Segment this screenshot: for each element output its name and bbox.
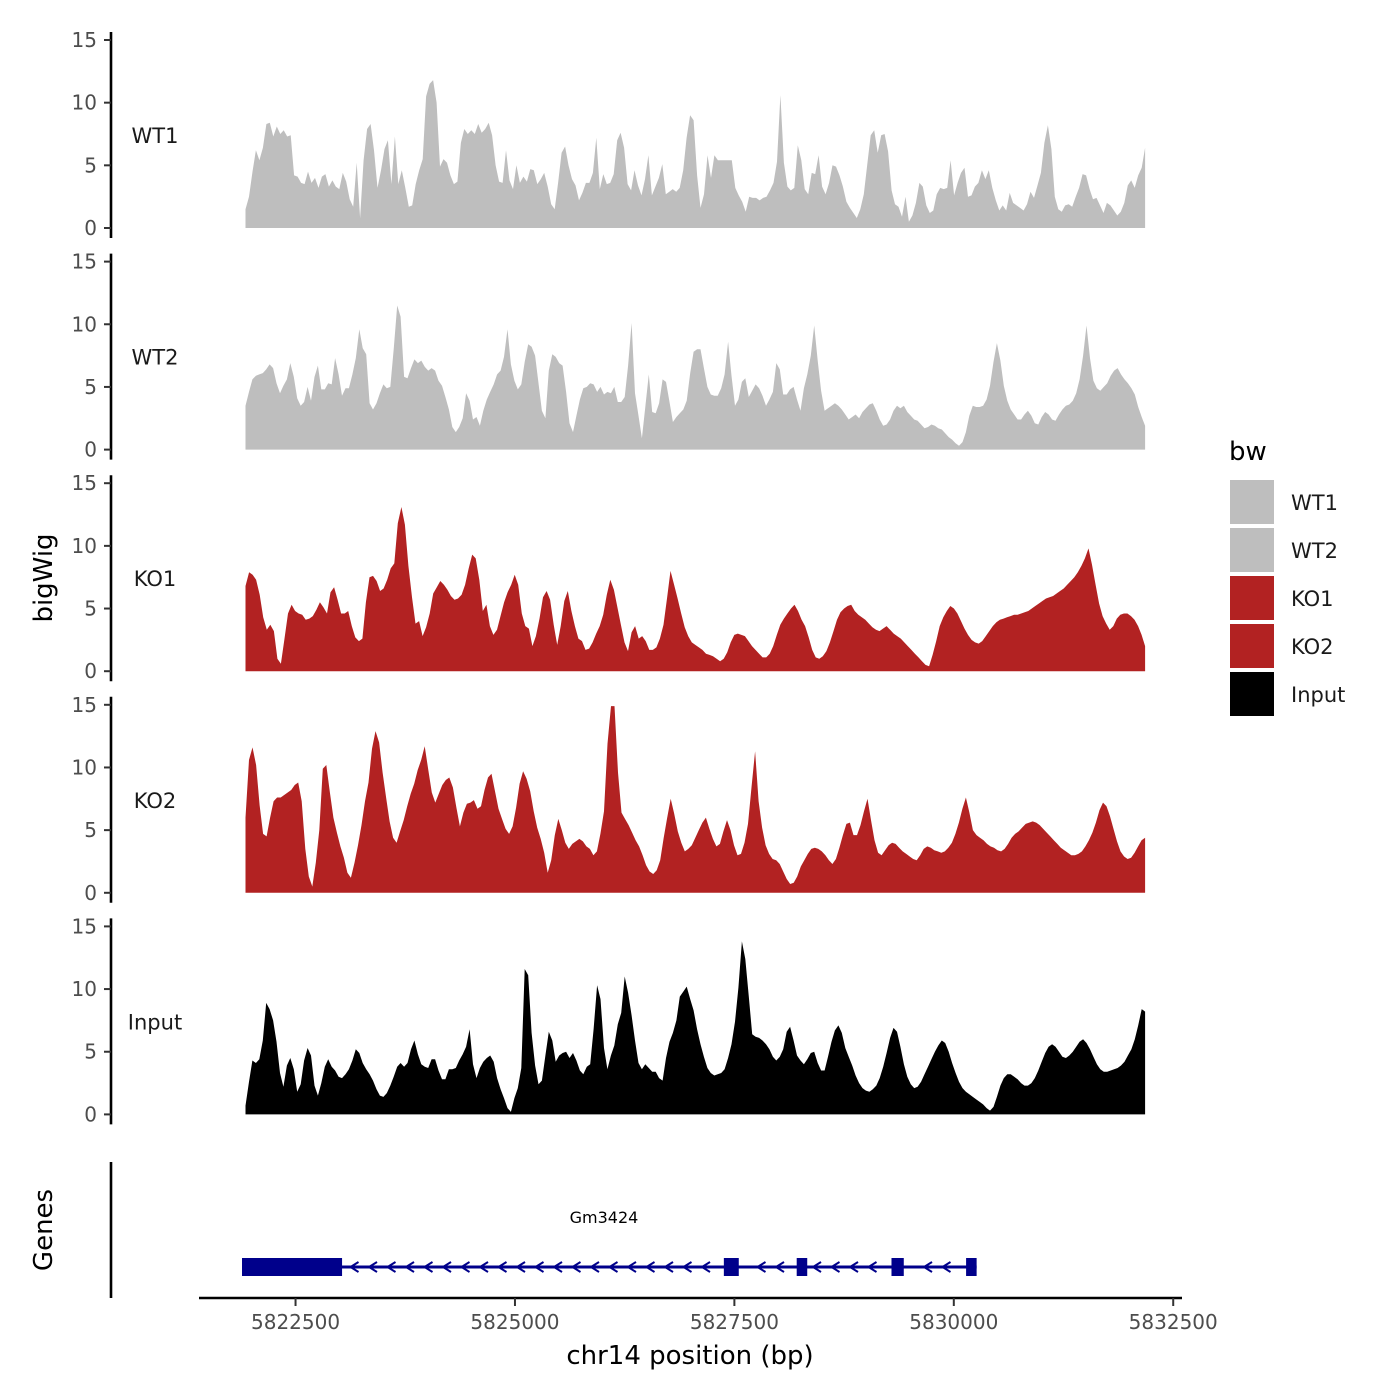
y-tick-label: 0: [84, 659, 97, 683]
gene-exon: [796, 1258, 808, 1276]
legend-label-wt1: WT1: [1291, 491, 1338, 515]
legend-label-wt2: WT2: [1291, 539, 1338, 563]
strand-arrow: [478, 1261, 489, 1273]
strand-arrow: [700, 1261, 711, 1273]
coverage-area-wt2: [245, 305, 1146, 450]
gene-exon: [723, 1258, 739, 1276]
strand-arrow: [922, 1261, 933, 1273]
strand-arrow: [348, 1261, 360, 1273]
strand-arrow: [940, 1261, 952, 1273]
y-tick-label: 15: [72, 914, 97, 938]
strand-arrow: [552, 1261, 563, 1273]
strand-arrow: [774, 1261, 785, 1273]
y-tick-label: 0: [84, 216, 97, 240]
y-tick-label: 5: [84, 597, 97, 621]
legend-label-ko2: KO2: [1291, 635, 1334, 659]
track-wt2: 0 5 10 15 WT2: [72, 250, 1146, 462]
track-label-wt1: WT1: [132, 124, 179, 148]
y-tick-label: 5: [84, 375, 97, 399]
strand-arrow: [570, 1261, 582, 1273]
track-label-ko2: KO2: [134, 789, 177, 813]
legend-swatch-wt2: [1230, 528, 1274, 572]
track-ko1: 0 5 10 15 KO1: [72, 471, 1146, 683]
strand-arrow: [589, 1261, 600, 1273]
legend: bw WT1 WT2 KO1 KO2 Input: [1229, 437, 1345, 716]
strand-arrow: [441, 1261, 452, 1273]
y-tick-label: 10: [72, 755, 97, 779]
x-axis-title: chr14 position (bp): [566, 1341, 813, 1371]
coverage-area-ko2: [245, 706, 1146, 893]
gene-gm3424: Gm3424: [242, 1208, 977, 1276]
x-tick-label: 5822500: [251, 1310, 340, 1334]
coverage-area-wt1: [245, 80, 1146, 228]
coverage-area-ko1: [245, 507, 1146, 672]
x-tick-label: 5832500: [1129, 1310, 1218, 1334]
track-wt1: 0 5 10 15 WT1: [72, 28, 1146, 240]
strand-arrow: [829, 1261, 841, 1273]
y-tick-label: 10: [72, 91, 97, 115]
coverage-tracks: 0 5 10 15 WT1 0 5 10 15 WT2 0 5 10 15 KO1 0 5 10 15 KO2 0 5 10…: [72, 28, 1146, 1126]
legend-swatch-ko1: [1230, 576, 1274, 620]
legend-title: bw: [1229, 437, 1267, 467]
x-axis: 5822500 5825000 5827500 5830000 5832500 chr1…: [199, 1296, 1218, 1371]
strand-arrow: [496, 1261, 508, 1273]
gene-exon: [966, 1258, 977, 1276]
y-axis-title: bigWig: [29, 533, 59, 622]
y-tick-label: 0: [84, 1102, 97, 1126]
strand-arrow: [459, 1261, 471, 1273]
strand-arrow: [367, 1261, 378, 1273]
legend-label-input: Input: [1291, 683, 1345, 707]
gene-name-label: Gm3424: [570, 1208, 639, 1227]
strand-arrow: [385, 1261, 397, 1273]
strand-arrow: [755, 1261, 767, 1273]
track-label-input: Input: [128, 1010, 182, 1034]
legend-swatch-wt1: [1230, 480, 1274, 524]
coverage-area-input: [245, 941, 1146, 1115]
y-tick-label: 5: [84, 818, 97, 842]
legend-label-ko1: KO1: [1291, 587, 1334, 611]
x-tick-label: 5825000: [470, 1310, 559, 1334]
strand-arrow: [626, 1261, 637, 1273]
strand-arrow: [607, 1261, 619, 1273]
strand-arrow: [663, 1261, 674, 1273]
strand-arrow: [644, 1261, 656, 1273]
legend-swatch-ko2: [1230, 624, 1274, 668]
strand-arrow: [866, 1261, 878, 1273]
y-tick-label: 0: [84, 881, 97, 905]
legend-swatch-input: [1230, 672, 1274, 716]
strand-arrow: [681, 1261, 693, 1273]
genes-track: Genes Gm3424: [29, 1162, 977, 1298]
y-tick-label: 15: [72, 471, 97, 495]
y-tick-label: 15: [72, 693, 97, 717]
x-tick-label: 5827500: [690, 1310, 779, 1334]
track-label-ko1: KO1: [134, 567, 177, 591]
strand-arrow: [404, 1261, 415, 1273]
y-tick-label: 15: [72, 250, 97, 274]
track-label-wt2: WT2: [132, 346, 179, 370]
y-tick-label: 0: [84, 438, 97, 462]
strand-arrow: [848, 1261, 859, 1273]
strand-arrow: [422, 1261, 434, 1273]
x-axis-ticks: 5822500 5825000 5827500 5830000 5832500: [251, 1298, 1218, 1334]
y-tick-label: 5: [84, 153, 97, 177]
track-ko2: 0 5 10 15 KO2: [72, 693, 1146, 905]
gene-models: Gm3424: [242, 1208, 977, 1276]
y-tick-label: 10: [72, 534, 97, 558]
genes-track-title: Genes: [29, 1189, 59, 1271]
y-tick-label: 10: [72, 312, 97, 336]
track-input: 0 5 10 15 Input: [72, 914, 1146, 1126]
strand-arrow: [515, 1261, 526, 1273]
gene-exon: [891, 1258, 904, 1276]
y-tick-label: 10: [72, 977, 97, 1001]
y-tick-label: 15: [72, 28, 97, 52]
y-tick-label: 5: [84, 1040, 97, 1064]
strand-arrow: [533, 1261, 545, 1273]
legend-items: WT1 WT2 KO1 KO2 Input: [1230, 480, 1345, 716]
strand-arrow: [811, 1261, 822, 1273]
gene-exon: [242, 1258, 343, 1276]
x-tick-label: 5830000: [909, 1310, 998, 1334]
